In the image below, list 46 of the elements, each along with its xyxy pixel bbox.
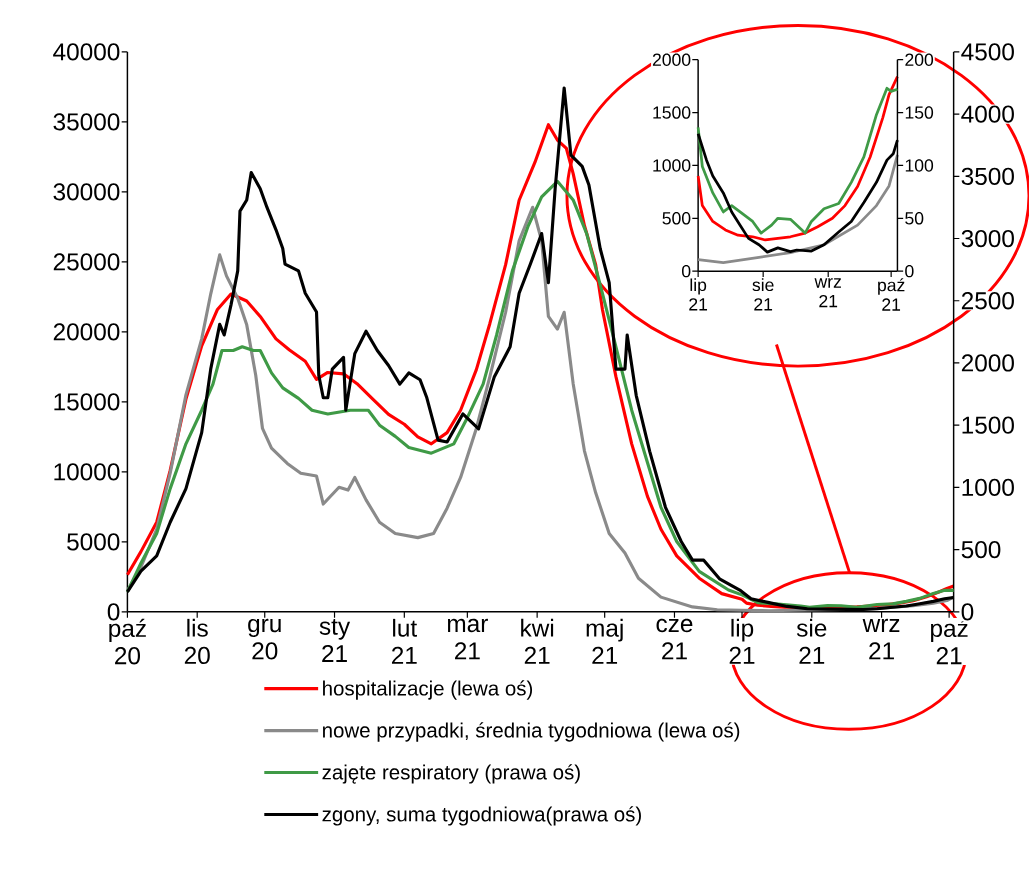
legend-label: zgony, suma tygodniowa(prawa oś) <box>322 806 641 826</box>
x-tick-label: sty 21 <box>319 618 351 662</box>
y2-tick-label: 2500 <box>961 291 1014 310</box>
y2-tick-label: 500 <box>961 540 1001 559</box>
y-tick-label: 1500 <box>653 106 691 119</box>
x-tick-label: sie 21 <box>752 278 774 311</box>
y2-tick-label: 150 <box>905 106 934 119</box>
y-tick-label: 10000 <box>54 463 120 481</box>
y2-tick-label: 0 <box>905 264 914 278</box>
y-tick-label: 15000 <box>54 393 120 411</box>
y-tick-label: 40000 <box>53 43 120 61</box>
x-tick-label: gru 20 <box>248 618 281 660</box>
x-tick-label: lip 21 <box>729 618 755 664</box>
y-tick-label: 5000 <box>67 533 120 551</box>
y-tick-label: 20000 <box>53 323 120 341</box>
y2-tick-label: 100 <box>905 159 934 172</box>
y2-tick-label: 4500 <box>961 43 1014 61</box>
legend-label: hospitalizacje (lewa oś) <box>323 680 533 700</box>
y2-tick-label: 3000 <box>961 229 1014 248</box>
y2-tick-label: 1500 <box>962 416 1014 434</box>
y2-tick-label: 3500 <box>961 167 1014 185</box>
y2-tick-label: 200 <box>905 53 934 66</box>
y-tick-label: 2000 <box>652 53 691 66</box>
x-tick-label: wrz 21 <box>862 618 900 660</box>
y-tick-label: 30000 <box>53 183 120 201</box>
y-tick-label: 0 <box>682 264 691 278</box>
y2-tick-label: 1000 <box>962 478 1014 496</box>
x-tick-label: mar 21 <box>447 618 488 660</box>
x-tick-label: wrz 21 <box>814 278 841 308</box>
x-tick-label: sie 21 <box>796 618 827 664</box>
y2-tick-label: 2000 <box>961 354 1014 372</box>
y-tick-label: 1000 <box>653 159 691 172</box>
x-tick-label: lip 21 <box>689 278 708 311</box>
x-tick-label: kwi 21 <box>521 618 554 664</box>
legend-label: zajęte respiratory (prawa oś) <box>322 764 580 784</box>
x-tick-label: cze 21 <box>656 618 693 660</box>
y2-tick-label: 4000 <box>961 105 1014 123</box>
x-tick-label: maj 21 <box>586 618 623 664</box>
y-tick-label: 25000 <box>53 253 120 271</box>
y-tick-label: 35000 <box>53 113 120 131</box>
y-tick-label: 500 <box>662 211 691 225</box>
y2-tick-label: 50 <box>905 211 924 225</box>
x-tick-label: lis 20 <box>184 618 210 664</box>
legend-label: nowe przypadki, średnia tygodniowa (lewa oś) <box>323 722 740 742</box>
x-tick-label: paź 21 <box>878 278 905 311</box>
x-tick-label: lut 21 <box>391 618 417 664</box>
